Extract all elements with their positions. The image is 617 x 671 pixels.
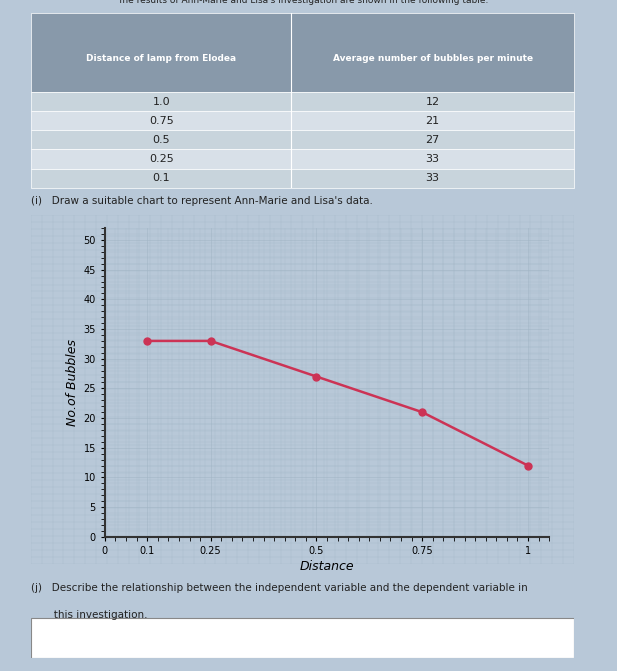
Text: 1.0: 1.0 [152,97,170,107]
FancyBboxPatch shape [31,111,574,130]
Text: 21: 21 [426,115,440,125]
Text: 12: 12 [426,97,440,107]
Text: 27: 27 [426,135,440,145]
Text: Average number of bubbles per minute: Average number of bubbles per minute [333,54,532,63]
Text: 0.25: 0.25 [149,154,173,164]
Y-axis label: No.of Bubbles: No.of Bubbles [66,339,79,426]
X-axis label: Distance: Distance [300,560,354,573]
Text: (j)   Describe the relationship between the independent variable and the depende: (j) Describe the relationship between th… [31,584,528,593]
FancyBboxPatch shape [31,619,574,658]
Text: (i)   Draw a suitable chart to represent Ann-Marie and Lisa's data.: (i) Draw a suitable chart to represent A… [31,197,373,206]
FancyBboxPatch shape [31,168,574,188]
Text: 33: 33 [426,154,440,164]
Text: 33: 33 [426,173,440,183]
FancyBboxPatch shape [31,92,574,111]
Text: 0.1: 0.1 [152,173,170,183]
Text: Distance of lamp from Elodea: Distance of lamp from Elodea [86,54,236,63]
FancyBboxPatch shape [31,13,574,92]
Text: 0.75: 0.75 [149,115,173,125]
Text: 0.5: 0.5 [152,135,170,145]
Text: The results of Ann-Marie and Lisa's investigation are shown in the following tab: The results of Ann-Marie and Lisa's inve… [117,0,488,5]
FancyBboxPatch shape [31,130,574,150]
FancyBboxPatch shape [31,150,574,168]
Text: this investigation.: this investigation. [31,609,147,619]
